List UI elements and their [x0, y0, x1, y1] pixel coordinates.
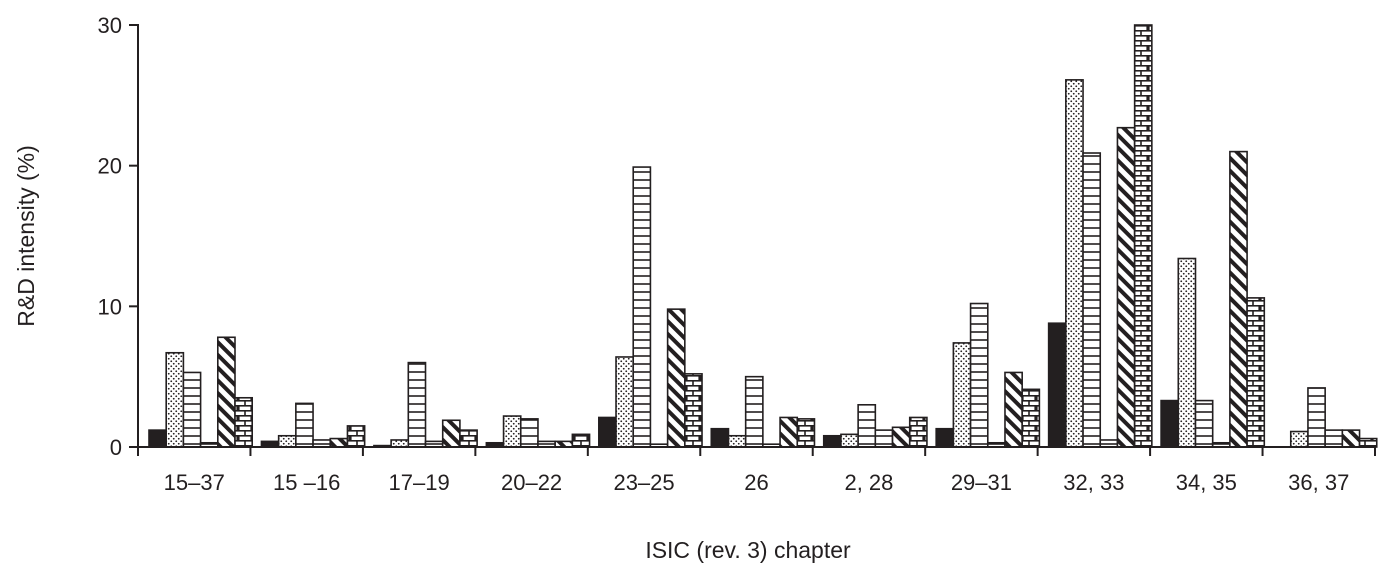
x-tick-label: 26: [744, 470, 768, 495]
x-tick-label: 17–19: [389, 470, 450, 495]
y-tick-label: 10: [98, 294, 122, 319]
bars-group: [148, 24, 1378, 448]
bar-5-11: [1341, 429, 1361, 448]
bar-1-8: [935, 427, 955, 448]
bar-3-10: [1194, 399, 1214, 448]
x-tick-label: 34, 35: [1176, 470, 1237, 495]
bar-2-5: [615, 356, 635, 448]
bar-3-7: [857, 403, 877, 448]
bar-1-5: [598, 416, 617, 448]
x-axis: 15–37 15 –16 17–19 20–22 23–25 26 2, 28 29–31 32…: [137, 446, 1376, 495]
bar-2-8: [952, 342, 972, 448]
x-tick-label: 23–25: [613, 470, 674, 495]
y-axis-title: R&D intensity (%): [13, 145, 39, 326]
x-tick-label: 29–31: [951, 470, 1012, 495]
bar-2-3: [390, 439, 410, 448]
bar-3-6: [744, 375, 764, 448]
x-tick-label: 15–37: [164, 470, 225, 495]
bar-1-6: [710, 427, 730, 448]
y-axis: 0 10 20 30: [98, 13, 139, 460]
bar-3-5: [632, 166, 652, 448]
bar-2-6: [727, 434, 747, 448]
x-tick-label: 2, 28: [844, 470, 893, 495]
bar-4-2: [312, 439, 332, 448]
bar-5-10: [1229, 150, 1248, 448]
x-tick-label: 15 –16: [273, 470, 340, 495]
bar-5-8: [1004, 371, 1023, 448]
bar-5-9: [1116, 126, 1136, 448]
bar-6-2: [346, 425, 366, 448]
bar-1-10: [1160, 399, 1180, 448]
y-tick-label: 0: [110, 435, 122, 460]
bar-6-11: [1358, 437, 1378, 448]
bar-2-9: [1065, 79, 1084, 448]
y-tick-label: 30: [98, 13, 122, 38]
bar-6-4: [571, 433, 591, 448]
bar-6-7: [908, 416, 928, 448]
bar-3-11: [1307, 387, 1326, 448]
bar-2-1: [165, 351, 185, 448]
y-tick-label: 20: [98, 154, 122, 179]
bar-5-2: [329, 437, 349, 448]
bar-6-10: [1246, 297, 1266, 448]
bar-4-9: [1099, 439, 1119, 448]
bar-3-9: [1082, 152, 1102, 448]
x-axis-title: ISIC (rev. 3) chapter: [645, 537, 851, 563]
bar-5-3: [441, 419, 461, 448]
x-tick-label: 32, 33: [1063, 470, 1124, 495]
bar-5-6: [779, 416, 799, 448]
bar-2-4: [502, 415, 522, 448]
x-tick-label: 20–22: [501, 470, 562, 495]
bar-6-6: [796, 418, 816, 448]
bar-4-7: [874, 429, 894, 448]
bar-2-10: [1177, 257, 1197, 448]
bar-6-3: [459, 429, 478, 448]
bar-2-7: [840, 433, 859, 448]
bar-5-7: [891, 426, 911, 448]
bar-2-11: [1289, 430, 1309, 448]
bar-3-4: [519, 418, 539, 448]
bar-2-2: [277, 434, 297, 448]
bar-6-8: [1021, 388, 1041, 448]
bar-1-1: [148, 429, 168, 448]
bar-6-5: [684, 373, 703, 448]
bar-6-9: [1133, 24, 1153, 448]
bar-3-2: [295, 402, 314, 448]
bar-4-11: [1324, 429, 1344, 448]
bar-5-5: [666, 308, 686, 448]
bar-6-1: [234, 396, 254, 448]
bar-3-3: [407, 361, 427, 448]
bar-1-7: [822, 434, 842, 448]
x-tick-label: 36, 37: [1288, 470, 1349, 495]
bar-5-1: [217, 336, 236, 448]
bar-3-1: [182, 371, 202, 448]
bar-1-9: [1047, 322, 1067, 448]
bar-3-8: [969, 302, 989, 448]
